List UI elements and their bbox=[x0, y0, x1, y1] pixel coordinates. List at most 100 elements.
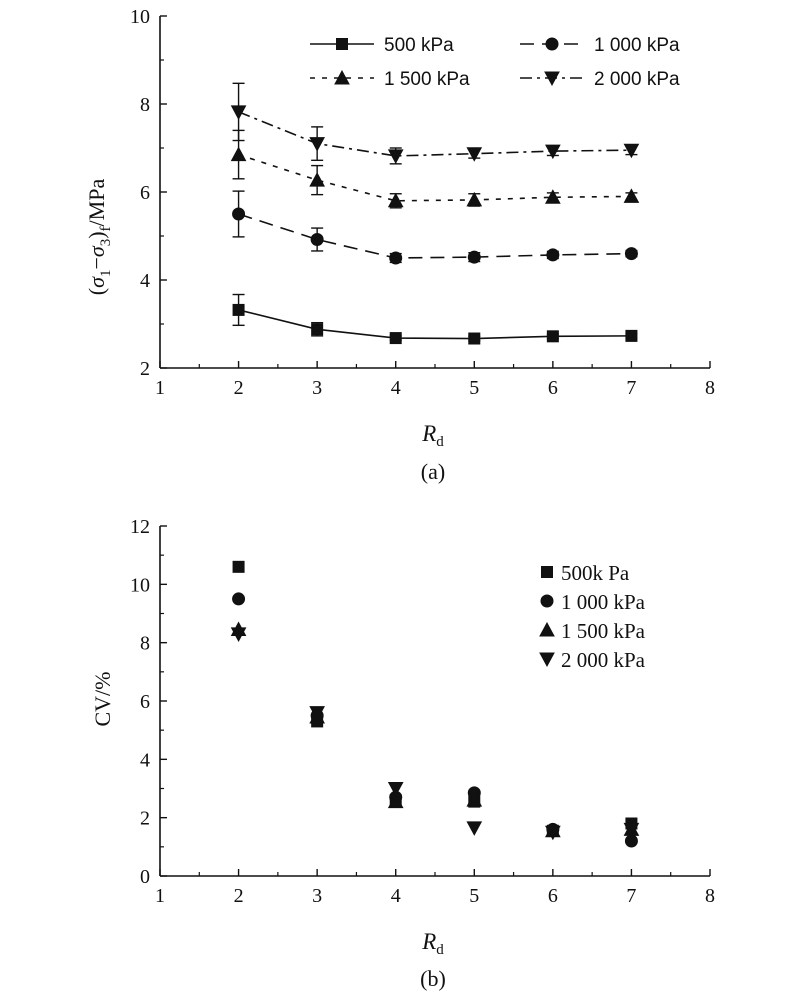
panel-a-y-axis-label: (σ1−σ3)f/MPa bbox=[84, 179, 114, 296]
panel-b-x-tick-label: 5 bbox=[469, 885, 479, 907]
panel-a-data-point bbox=[311, 323, 324, 336]
panel-a-data-point bbox=[232, 207, 246, 221]
panel-a-x-tick-label: 4 bbox=[391, 377, 401, 399]
panel-a-y-tick-label: 4 bbox=[140, 270, 150, 292]
panel-b-legend-marker bbox=[541, 566, 553, 578]
panel-a-y-tick-label: 2 bbox=[140, 358, 150, 380]
panel-a-data-point bbox=[625, 329, 638, 342]
panel-a-y-tick-label: 10 bbox=[130, 6, 150, 28]
panel-a-y-tick-label: 6 bbox=[140, 182, 150, 204]
panel-b-series-3 bbox=[230, 627, 640, 841]
panel-b-y-tick-label: 2 bbox=[140, 808, 150, 830]
panel-a-x-tick-label: 5 bbox=[469, 377, 479, 399]
panel-b-legend-entry: 500k Pa bbox=[541, 561, 630, 585]
panel-b-y-axis-label: CV/% bbox=[90, 672, 115, 727]
panel-b-x-tick-label: 6 bbox=[548, 885, 558, 907]
panel-a-legend: 500 kPa 1 000 kPa 1 500 kPa 2 000 kPa bbox=[310, 35, 680, 90]
panel-b-x-axis-label: Rd bbox=[421, 929, 444, 958]
panel-a-data-point bbox=[387, 192, 404, 208]
panel-a-x-axis-label: Rd bbox=[421, 421, 444, 450]
panel-b-legend-label: 1 500 kPa bbox=[561, 619, 646, 643]
panel-b-legend-entry: 1 500 kPa bbox=[539, 619, 646, 643]
panel-a-legend-marker bbox=[334, 69, 350, 85]
panel-a-data-point bbox=[467, 250, 481, 264]
panel-a-legend-label: 1 500 kPa bbox=[384, 69, 470, 90]
panel-a-series-1 bbox=[232, 190, 638, 265]
panel-b-x-tick-label: 3 bbox=[312, 885, 322, 907]
panel-b-data-point bbox=[466, 792, 483, 807]
panel-a-data-point bbox=[232, 303, 245, 316]
panel-b-y-tick-label: 8 bbox=[140, 633, 150, 655]
panel-a-legend-label: 2 000 kPa bbox=[594, 69, 680, 90]
panel-a-legend-entry: 1 000 kPa bbox=[520, 35, 680, 56]
panel-a-series-line bbox=[238, 309, 632, 340]
panel-a-data-point bbox=[389, 332, 402, 345]
panel-a-series-3 bbox=[230, 82, 640, 165]
panel-b-x-tick-label: 2 bbox=[234, 885, 244, 907]
panel-a-data-point bbox=[468, 332, 481, 345]
panel-b-legend-entry: 2 000 kPa bbox=[539, 648, 646, 672]
panel-a-data-point bbox=[624, 247, 638, 261]
panel-a-data-point bbox=[466, 147, 483, 162]
panel-b-legend-marker bbox=[540, 594, 554, 608]
panel-b-data-point bbox=[232, 592, 246, 606]
panel-b-data-point bbox=[232, 560, 245, 573]
panel-a-x-tick-label: 2 bbox=[234, 377, 244, 399]
panel-a-legend-marker bbox=[336, 38, 348, 50]
panel-b-data-point bbox=[309, 706, 325, 721]
panel-b-data-point bbox=[623, 822, 640, 838]
panel-b-y-tick-label: 0 bbox=[140, 866, 150, 888]
panel-a-label: (a) bbox=[421, 459, 445, 484]
panel-b-data-point bbox=[387, 793, 404, 809]
panel-a-series-0 bbox=[232, 293, 638, 345]
panel-b-x-tick-label: 1 bbox=[155, 885, 165, 907]
panel-a-legend-marker bbox=[544, 71, 560, 87]
panel-b-data-point bbox=[466, 821, 483, 836]
panel-b-y-tick-label: 4 bbox=[140, 749, 150, 771]
panel-a-data-point bbox=[623, 188, 640, 203]
panel-b-legend-label: 2 000 kPa bbox=[561, 648, 646, 672]
panel-a-data-point bbox=[546, 248, 560, 262]
panel-a-data-point bbox=[623, 143, 640, 159]
panel-b-legend-marker bbox=[539, 652, 555, 668]
panel-b-legend: 500k Pa 1 000 kPa 1 500 kPa 2 000 kPa bbox=[539, 561, 646, 672]
panel-b-y-tick-label: 12 bbox=[130, 516, 150, 538]
panel-a-series-line bbox=[238, 213, 632, 259]
panel-a-x-tick-label: 8 bbox=[705, 377, 715, 399]
panel-a-legend-marker bbox=[545, 37, 559, 51]
panel-a-legend-label: 500 kPa bbox=[384, 35, 454, 56]
panel-b-y-tick-label: 6 bbox=[140, 691, 150, 713]
panel-a-data-point bbox=[309, 172, 325, 187]
panel-b-x-tick-label: 4 bbox=[391, 885, 401, 907]
panel-a-data-point bbox=[546, 330, 559, 343]
panel-a-legend-entry: 2 000 kPa bbox=[520, 69, 680, 90]
panel-a-series-line bbox=[238, 111, 632, 157]
panel-a-data-point bbox=[387, 149, 404, 164]
panel-b-data-point bbox=[545, 825, 561, 841]
panel-b-legend-marker bbox=[539, 621, 555, 637]
panel-a-data-point bbox=[389, 251, 403, 265]
panel-a-series bbox=[230, 82, 640, 345]
panel-a-data-point bbox=[310, 233, 324, 247]
panel-b-label: (b) bbox=[420, 966, 446, 991]
panel-b-y-tick-label: 10 bbox=[130, 574, 150, 596]
panel-b-data-point bbox=[387, 782, 404, 797]
panel-a-data-point bbox=[230, 146, 247, 162]
panel-b-legend-entry: 1 000 kPa bbox=[540, 590, 646, 614]
panel-a-data-point bbox=[466, 191, 483, 207]
panel-a-data-point bbox=[545, 144, 561, 160]
panel-a-y-tick-label: 8 bbox=[140, 94, 150, 116]
panel-a-x-tick-label: 1 bbox=[155, 377, 165, 399]
panel-a-legend-entry: 500 kPa bbox=[310, 35, 454, 56]
panel-a-x-tick-label: 3 bbox=[312, 377, 322, 399]
panel-a-series-line bbox=[238, 153, 632, 202]
panel-b-series bbox=[230, 560, 640, 848]
panel-a-x-tick-label: 6 bbox=[548, 377, 558, 399]
panel-b-data-point bbox=[230, 627, 247, 642]
panel-a-data-point bbox=[230, 105, 247, 120]
